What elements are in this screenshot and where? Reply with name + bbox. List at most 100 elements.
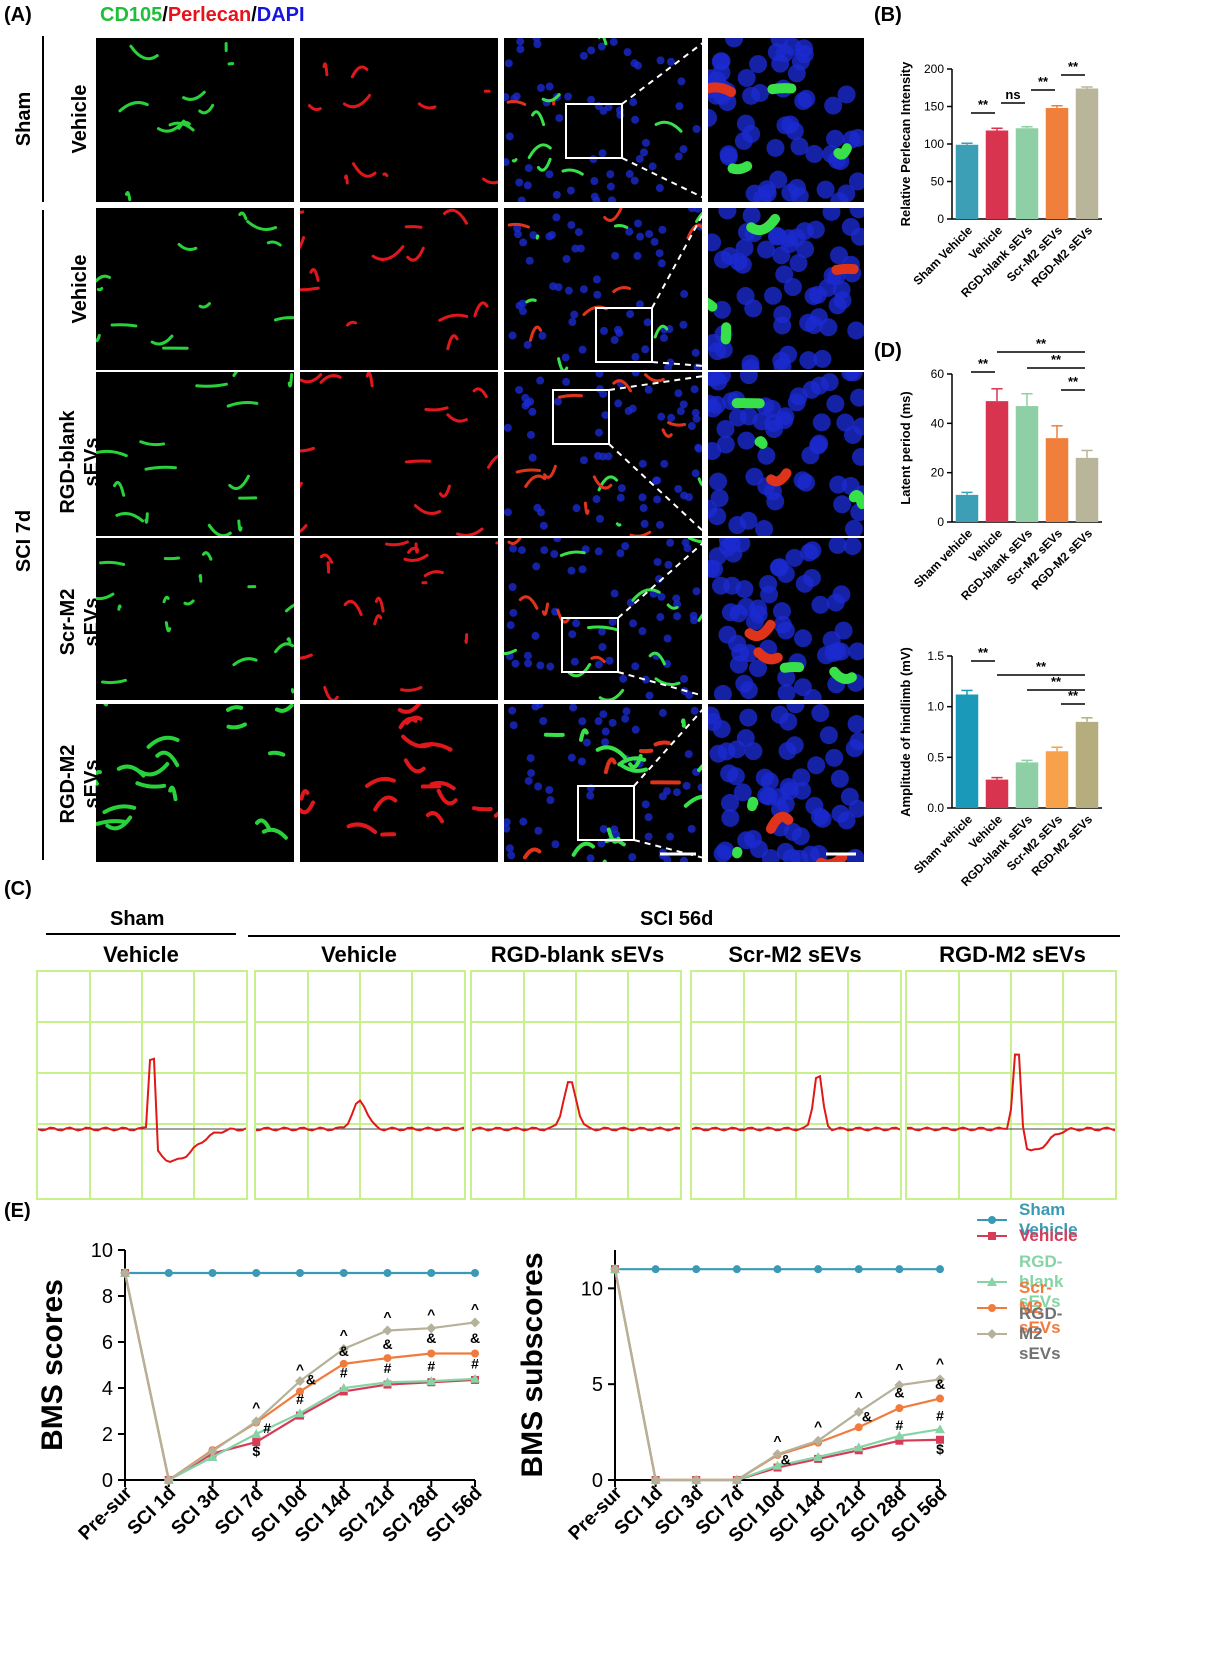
x-tick-label: Sham vehicle (911, 526, 975, 590)
marker (772, 1449, 783, 1460)
vessel (429, 780, 456, 791)
vessel (423, 570, 444, 578)
vessel (525, 298, 537, 304)
sham-group-bar (42, 36, 44, 202)
nucleus (712, 300, 731, 319)
micrograph-panel (300, 38, 498, 202)
nucleus (539, 521, 548, 530)
nucleus (592, 495, 601, 504)
significance-marker: $ (252, 1443, 260, 1459)
nucleus (776, 116, 795, 135)
vessel (486, 454, 498, 469)
nucleus (673, 612, 682, 621)
nucleus (658, 708, 667, 717)
nucleus (574, 228, 583, 237)
micrograph-panel (708, 372, 864, 536)
nucleus (598, 452, 607, 461)
marker (427, 1269, 436, 1277)
nucleus (504, 824, 511, 833)
nucleus (524, 659, 533, 668)
scope-trace (905, 970, 1117, 1200)
nucleus (816, 180, 835, 199)
vessel (816, 852, 848, 862)
vessel (307, 104, 322, 112)
separator: / (162, 4, 168, 26)
nucleus (764, 414, 783, 433)
nucleus (850, 388, 864, 407)
marker (732, 1265, 741, 1274)
trace-plot (38, 972, 246, 1198)
nucleus (845, 739, 864, 758)
vessel (226, 722, 247, 730)
nucleus (645, 229, 654, 238)
vessel (506, 99, 527, 106)
marker (383, 1354, 392, 1363)
nucleus (561, 353, 570, 362)
legend-label: RGD-M2 sEVs (1019, 1304, 1063, 1363)
nucleus (822, 208, 841, 221)
zoom-box (552, 389, 610, 445)
significance-marker: ^ (252, 1399, 260, 1415)
vessel (129, 44, 159, 61)
micrograph-panel (96, 538, 294, 700)
marker (163, 1475, 174, 1485)
vessel (168, 785, 178, 802)
vessel (286, 637, 292, 644)
vessel (697, 613, 702, 622)
nucleus (635, 154, 644, 163)
nucleus (546, 796, 555, 805)
nucleus (674, 484, 683, 493)
vessel (300, 789, 310, 801)
panel-label-c: (C) (4, 878, 32, 900)
nucleus (529, 231, 538, 240)
nucleus (553, 538, 562, 543)
nucleus (790, 137, 809, 156)
vessel (613, 224, 629, 229)
micrograph-image (504, 38, 701, 202)
nucleus (656, 520, 665, 529)
y-axis-label: Latent period (ms) (898, 391, 913, 504)
nucleus (679, 400, 688, 409)
vessel (150, 334, 174, 346)
nucleus (621, 542, 630, 551)
micrograph-image (504, 704, 702, 862)
vessel (105, 815, 133, 831)
micrograph-panel (504, 372, 702, 536)
vessel (110, 323, 138, 328)
vessel (144, 465, 177, 471)
nucleus (644, 813, 653, 822)
marker (338, 1343, 349, 1354)
vessel (472, 806, 493, 812)
vessel (727, 161, 753, 175)
marker (813, 1435, 824, 1446)
zoom-connector (617, 671, 705, 697)
significance-marker: # (427, 1358, 435, 1374)
vessel (598, 688, 625, 700)
nucleus (749, 55, 768, 74)
significance-marker: ^ (427, 1306, 435, 1322)
nucleus (610, 589, 619, 598)
nucleus (628, 404, 637, 413)
legend-item: Sham Vehicle (975, 1200, 1078, 1240)
nucleus (766, 138, 785, 157)
vessel (583, 501, 590, 515)
vessel (746, 213, 781, 236)
nucleus (759, 575, 778, 594)
nucleus (623, 48, 632, 57)
trace-caption: Scr-M2 sEVs (728, 942, 862, 967)
marker (936, 1394, 944, 1403)
nucleus (848, 642, 864, 661)
emg-trace (472, 1080, 680, 1132)
vessel (373, 795, 398, 812)
marker (470, 1373, 480, 1383)
vessel (615, 522, 622, 527)
nucleus (641, 800, 650, 809)
nucleus (666, 832, 675, 841)
significance-marker: ^ (855, 1388, 863, 1404)
vessel (754, 436, 768, 449)
vessel (708, 297, 718, 312)
nucleus (675, 102, 684, 111)
vessel (201, 551, 213, 561)
vessel (309, 268, 320, 282)
vessel (653, 324, 669, 339)
